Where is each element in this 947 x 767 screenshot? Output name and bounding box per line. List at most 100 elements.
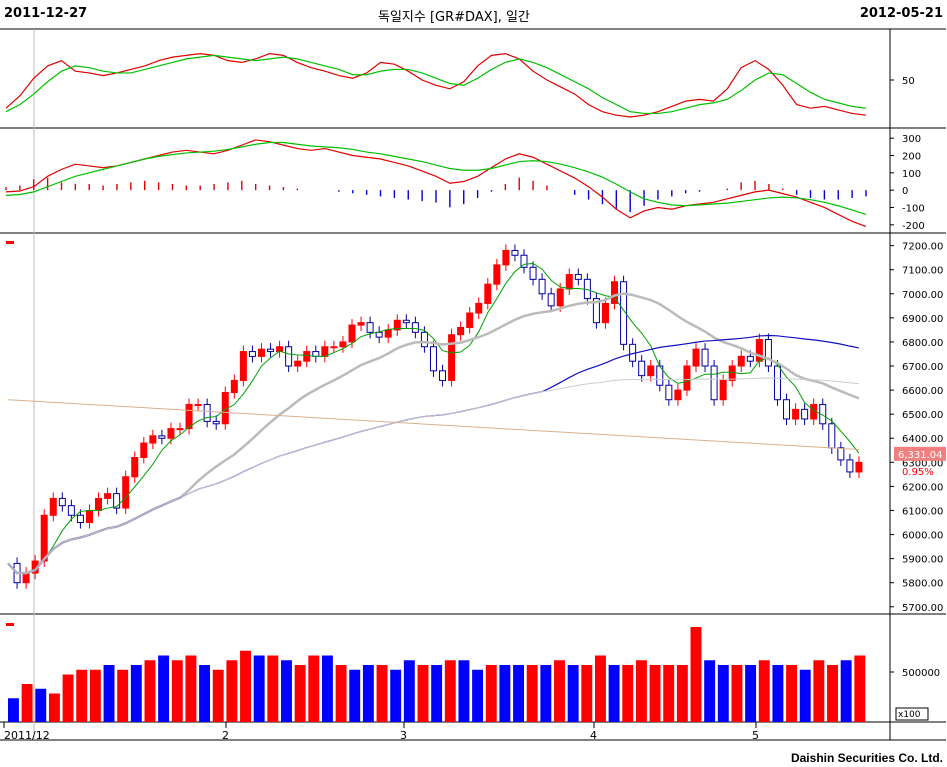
candle-body: [95, 497, 103, 511]
tick-label: 0: [902, 186, 908, 197]
candle-body: [592, 298, 600, 324]
candle-body: [303, 351, 311, 362]
candle-body: [556, 288, 564, 307]
candle-body: [801, 408, 809, 420]
indicator-marker: [6, 241, 14, 244]
chart-title: 독일지수 [GR#DAX], 일간: [378, 10, 530, 25]
volume-bar: [362, 665, 374, 722]
volume-bar: [321, 655, 333, 722]
volume-bar: [786, 665, 798, 722]
volume-bar: [840, 660, 852, 722]
osc-line-0: [5, 139, 867, 228]
candle-body: [158, 435, 166, 439]
tick-label: 50: [902, 76, 915, 87]
candle-body: [104, 493, 112, 499]
candle-body: [411, 322, 419, 333]
candle-body: [439, 370, 447, 381]
candle-body: [330, 346, 338, 349]
ma20-line: [7, 292, 860, 575]
candle-body: [149, 435, 157, 444]
volume-bar: [690, 627, 702, 722]
tick-label: 7000.00: [902, 290, 943, 301]
volume-bar: [212, 669, 224, 722]
volume-bar: [485, 665, 497, 722]
candle-body: [402, 319, 410, 324]
candle-body: [294, 360, 302, 367]
chart-header: 2011-12-27 독일지수 [GR#DAX], 일간 2012-05-21: [0, 0, 947, 28]
tick-label: 5700.00: [902, 603, 943, 614]
candle-body: [547, 293, 555, 307]
tick-label: 5900.00: [902, 555, 943, 566]
volume-bar: [171, 660, 183, 722]
candle-body: [647, 365, 655, 377]
tick-label: 6600.00: [902, 386, 943, 397]
volume-bar: [608, 665, 620, 722]
candle-body: [429, 346, 437, 372]
volume-bar: [103, 665, 115, 722]
x-axis-label: 2: [222, 729, 229, 742]
candle-body: [239, 351, 247, 381]
volume-bar: [117, 669, 129, 722]
candle-body: [140, 442, 148, 459]
candle-body: [683, 365, 691, 391]
candle-body: [257, 348, 265, 357]
candle-body: [611, 281, 619, 304]
last-price-box: [894, 446, 946, 461]
volume-bar: [253, 655, 265, 722]
volume-bar: [76, 669, 88, 722]
unit-label: x100: [898, 710, 921, 720]
candle-body: [737, 355, 745, 367]
candle-body: [701, 348, 709, 367]
volume-bar: [403, 660, 415, 722]
candle-body: [457, 326, 465, 336]
candle-body: [511, 249, 519, 256]
volume-bar: [89, 669, 101, 722]
volume-bar: [799, 669, 811, 722]
volume-bar: [35, 688, 47, 722]
tick-label: 200: [902, 152, 921, 163]
volume-bar: [772, 665, 784, 722]
candle-body: [176, 428, 184, 431]
candle-body: [502, 249, 510, 266]
tick-label: -200: [902, 221, 925, 232]
candle-body: [194, 404, 202, 407]
tick-label: 6000.00: [902, 531, 943, 542]
candle-body: [529, 266, 537, 280]
volume-bar: [349, 669, 361, 722]
volume-bar: [567, 665, 579, 722]
candle-body: [819, 404, 827, 425]
tick-label: 6300.00: [902, 458, 943, 469]
volume-bar: [813, 660, 825, 722]
candle-body: [574, 274, 582, 280]
tick-label: 7200.00: [902, 242, 943, 253]
volume-bar: [635, 660, 647, 722]
candle-body: [484, 283, 492, 304]
candle-body: [203, 404, 211, 422]
volume-bar: [745, 665, 757, 722]
candle-body: [665, 384, 673, 401]
volume-bar: [827, 665, 838, 722]
volume-bar: [594, 655, 606, 722]
unit-box: [895, 707, 929, 721]
volume-bar: [431, 665, 443, 722]
volume-bar: [526, 665, 538, 722]
candle-body: [248, 351, 256, 357]
candle-body: [49, 497, 57, 516]
tick-label: 100: [902, 169, 921, 180]
candle-body: [230, 379, 238, 393]
volume-bar: [294, 665, 306, 722]
candle-body: [76, 514, 84, 524]
candle-body: [357, 322, 365, 326]
volume-bar: [130, 665, 142, 722]
candle-body: [466, 312, 474, 328]
candle-body: [520, 254, 528, 268]
end-date: 2012-05-21: [859, 6, 943, 21]
candle-body: [131, 457, 139, 478]
volume-bar: [158, 655, 170, 722]
stoch-line-0: [5, 52, 867, 118]
start-date: 2011-12-27: [4, 6, 88, 21]
candle-body: [846, 459, 854, 473]
volume-bar: [758, 660, 770, 722]
candle-body: [837, 447, 845, 461]
